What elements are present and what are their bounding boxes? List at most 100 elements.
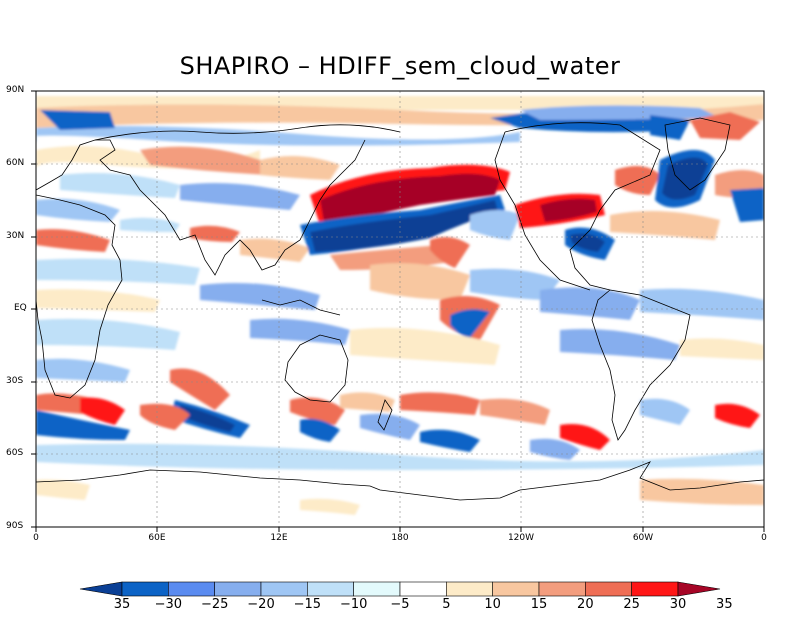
south-pacific-light: [350, 327, 500, 365]
colorbar-swatch-2: [168, 581, 215, 597]
scandinavia-negative: [40, 110, 115, 130]
colorbar-swatch-11: [585, 581, 632, 597]
south-indian-light: [36, 318, 180, 350]
north-africa-positive: [36, 229, 110, 252]
south-australia-negative: [300, 418, 340, 442]
colorbar-label-12: 30: [669, 597, 687, 612]
colorbar-label-11: 25: [623, 597, 640, 612]
high-lat-band-negative: [36, 126, 520, 146]
tropical-atlantic-negative: [640, 288, 764, 320]
colorbar-swatch-9: [492, 581, 540, 597]
colorbar-label-3: −20: [247, 597, 275, 612]
colorbar-label-4: −15: [293, 597, 322, 612]
southern-ocean-positive-1: [140, 403, 190, 430]
axis-ticks: [31, 90, 765, 532]
colorbar-label-6: −5: [390, 597, 410, 612]
central-asia-positive: [140, 146, 270, 175]
colorbar-arrow-high: [677, 581, 721, 597]
arctic-canada-light: [520, 105, 720, 120]
antarctic-light-2: [300, 498, 360, 515]
colorbar-label-13: 35: [716, 597, 733, 612]
australia-coast: [284, 334, 349, 403]
new-zealand-coast: [377, 399, 393, 431]
colorbar-swatch-3: [214, 581, 262, 597]
drake-negative: [530, 438, 580, 460]
xlabel-120e: 12E: [270, 533, 288, 543]
south-america-coast: [591, 289, 691, 441]
arctic-eurasia-coast: [94, 124, 401, 141]
xlabel-0-right: 0: [761, 533, 767, 543]
colorbar-label-2: −25: [200, 597, 229, 612]
xlabel-60e: 60E: [148, 533, 166, 543]
greenland-north-positive: [690, 112, 760, 140]
maritime-continent-negative: [250, 318, 350, 345]
colorbar-label-8: 10: [484, 597, 501, 612]
south-australia-positive: [290, 397, 345, 425]
colorbar-label-10: 20: [577, 597, 594, 612]
ylabel-eq: EQ: [14, 303, 27, 313]
south-china-positive: [240, 238, 310, 262]
greenland-negative-core: [662, 157, 708, 200]
southern-ocean-negative-core: [180, 405, 235, 432]
colorbar-swatch-7: [399, 581, 447, 597]
grid-lines: [36, 91, 764, 527]
east-asia-coast: [319, 139, 366, 201]
south-pacific-positive-1: [400, 392, 480, 415]
tropical-band-negative-1: [36, 258, 200, 285]
sw-indian-core: [80, 397, 125, 425]
north-america-east-coast: [504, 122, 661, 291]
ylabel-60s: 60S: [6, 448, 24, 458]
xlabel-180: 180: [391, 533, 409, 543]
colorbar-swatch-5: [307, 581, 354, 597]
xlabel-120w: 120W: [507, 533, 535, 543]
ylabel-90n: 90N: [6, 85, 25, 95]
colorbar-label-1: −30: [154, 597, 183, 612]
north-america-west-coast: [494, 131, 591, 291]
ne-pacific-negative: [470, 210, 520, 240]
southern-ocean-negative-1: [36, 410, 130, 440]
xlabel-0-left: 0: [33, 533, 39, 543]
pacific-streak-positive: [430, 236, 470, 268]
xlabel-60w: 60W: [632, 533, 654, 543]
india-north-positive: [190, 225, 240, 242]
tibet-negative: [180, 182, 300, 210]
colorbar: [79, 581, 721, 597]
tropical-band-light-1: [36, 289, 160, 312]
mediterranean-negative: [36, 198, 120, 222]
colorbar-swatch-6: [353, 581, 401, 597]
baffin-negative: [650, 115, 690, 140]
europe-coast: [36, 139, 151, 201]
south-atlantic-positive: [715, 403, 760, 428]
north-pacific-positive-band: [320, 173, 500, 228]
south-pacific-negative-1: [420, 429, 480, 452]
east-asia-positive: [260, 156, 340, 180]
colorbar-swatch-10: [538, 581, 586, 597]
drake-positive: [560, 424, 610, 450]
indonesia-coast: [261, 299, 341, 316]
africa-coast: [36, 194, 123, 399]
gulf-negative-core: [570, 233, 605, 252]
middle-east-light: [120, 217, 180, 232]
east-atlantic-negative: [730, 188, 764, 222]
greenland-coast: [664, 117, 731, 191]
colorbar-label-7: 5: [442, 597, 451, 612]
anomaly-field: [36, 91, 764, 527]
tasman-negative: [360, 413, 420, 440]
south-africa-negative: [36, 358, 130, 382]
south-america-north-negative: [540, 287, 640, 320]
south-america-negative: [560, 329, 680, 360]
ylabel-90s: 90S: [6, 521, 24, 531]
subtropical-pacific-positive: [330, 245, 450, 270]
south-pacific-positive-2: [480, 398, 550, 425]
colorbar-label-9: 15: [530, 597, 548, 612]
ylabel-60n: 60N: [6, 158, 25, 168]
asia-south-coast: [149, 199, 321, 276]
antarctica-coast: [36, 461, 764, 501]
mid-atlantic-positive: [610, 211, 720, 240]
coastlines: [36, 117, 764, 501]
colorbar-swatch-12: [631, 581, 679, 597]
colorbar-arrow-low: [79, 581, 123, 597]
equatorial-streak-negative: [450, 309, 490, 338]
colorbar-label-0: 35: [113, 597, 131, 612]
ylabel-30s: 30S: [6, 376, 24, 386]
